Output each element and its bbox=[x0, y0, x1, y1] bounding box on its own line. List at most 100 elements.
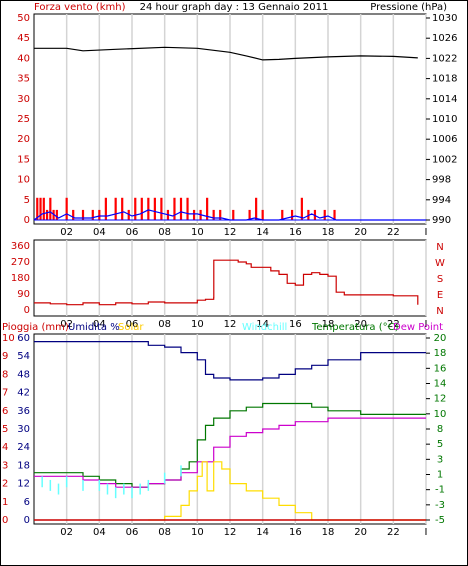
time-tick-label: 16 bbox=[289, 527, 302, 538]
legend-humidity: Umidita % bbox=[68, 322, 120, 333]
pressure-tick-label: 1018 bbox=[432, 74, 457, 85]
time-tick-label: 14 bbox=[256, 227, 269, 238]
temperature-tick-label: 12 bbox=[434, 394, 447, 405]
time-tick-label: 10 bbox=[191, 227, 204, 238]
pressure-tick-label: 1022 bbox=[432, 53, 457, 64]
wind-tick-label: 25 bbox=[17, 114, 30, 125]
panel3-series bbox=[34, 341, 426, 521]
chart-title: 24 hour graph day : 13 Gennaio 2011 bbox=[140, 2, 329, 13]
time-tick-label: 08 bbox=[158, 527, 171, 538]
pressure-tick-label: 1002 bbox=[432, 154, 457, 165]
time-tick-label: 14 bbox=[256, 527, 269, 538]
rain-tick-label: 3 bbox=[2, 460, 8, 471]
rain-tick-label: 0 bbox=[2, 515, 8, 526]
humidity-tick-label: 0 bbox=[24, 515, 30, 526]
time-tick-label: 22 bbox=[387, 319, 400, 330]
rain-tick-labels: 0 1 2 3 4 5 6 7 8 9 10 bbox=[2, 333, 15, 526]
temperature-tick-label: 18 bbox=[434, 348, 447, 359]
humidity-tick-label: 54 bbox=[17, 351, 30, 362]
rain-tick-label: 7 bbox=[2, 388, 8, 399]
panel2-time-labels: 02 04 06 08 10 12 14 16 18 20 22 I bbox=[60, 319, 427, 330]
legend-dewpoint: Dew Point bbox=[393, 322, 443, 333]
rain-tick-label: 10 bbox=[2, 333, 15, 344]
rain-tick-label: 8 bbox=[2, 369, 8, 380]
pressure-tick-label: 1006 bbox=[432, 134, 457, 145]
rain-tick-label: 2 bbox=[2, 479, 8, 490]
pressure-tick-label: 1030 bbox=[432, 13, 457, 24]
pressure-tick-label: 998 bbox=[432, 175, 451, 186]
temperature-line bbox=[34, 402, 426, 488]
temperature-tick-label: 20 bbox=[434, 333, 447, 344]
time-tick-label: 04 bbox=[93, 227, 106, 238]
panel1-grid bbox=[65, 14, 427, 224]
direction-tick-label: 360 bbox=[11, 241, 30, 252]
time-tick-label: 22 bbox=[387, 527, 400, 538]
time-tick-label: 02 bbox=[60, 527, 73, 538]
time-tick-label: 06 bbox=[126, 227, 139, 238]
time-tick-label: 04 bbox=[93, 319, 106, 330]
wind-tick-label: 0 bbox=[24, 215, 30, 226]
temperature-tick-label: 1 bbox=[437, 470, 443, 481]
time-tick-label: 04 bbox=[93, 527, 106, 538]
rain-tick-label: 5 bbox=[2, 424, 8, 435]
legend-temperature: Temperatura (°C) bbox=[311, 322, 399, 333]
humidity-tick-label: 18 bbox=[17, 460, 30, 471]
humidity-tick-label: 48 bbox=[17, 369, 30, 380]
time-tick-label: I bbox=[425, 319, 428, 330]
rain-tick-label: 6 bbox=[2, 406, 8, 417]
temperature-tick-label: 3 bbox=[437, 454, 443, 465]
legend-rain: Pioggia (mm) bbox=[2, 322, 69, 333]
panel1-series bbox=[33, 46, 426, 221]
time-tick-label: 12 bbox=[224, 227, 237, 238]
wind-tick-label: 45 bbox=[17, 33, 30, 44]
time-tick-label: 06 bbox=[126, 319, 139, 330]
panel1-time-labels: 02 04 06 08 10 12 14 16 18 20 22 I bbox=[60, 227, 427, 238]
rain-tick-label: 9 bbox=[2, 351, 8, 362]
humidity-tick-label: 42 bbox=[17, 388, 30, 399]
wind-direction-line bbox=[34, 259, 419, 306]
temperature-tick-label: 8 bbox=[437, 424, 443, 435]
time-tick-label: 16 bbox=[289, 319, 302, 330]
panel3-time-labels: 02 04 06 08 10 12 14 16 18 20 22 I bbox=[60, 527, 427, 538]
legend-solar: Solar bbox=[118, 322, 144, 333]
time-tick-label: 02 bbox=[60, 319, 73, 330]
time-tick-label: 20 bbox=[354, 227, 367, 238]
compass-letter: E bbox=[437, 290, 443, 301]
wind-average-line bbox=[33, 209, 426, 221]
pressure-tick-label: 990 bbox=[432, 215, 451, 226]
compass-letter: W bbox=[435, 258, 445, 269]
time-tick-label: 20 bbox=[354, 527, 367, 538]
rain-tick-label: 4 bbox=[2, 442, 8, 453]
temperature-tick-label: -1 bbox=[435, 485, 445, 496]
wind-tick-label: 20 bbox=[17, 134, 30, 145]
temperature-tick-labels: -5 -3 -1 1 3 5 8 10 12 14 16 18 20 bbox=[426, 333, 446, 526]
humidity-tick-labels: 0 6 12 18 24 30 36 42 48 54 60 bbox=[17, 333, 30, 526]
humidity-tick-label: 12 bbox=[17, 479, 30, 490]
compass-letter: S bbox=[437, 274, 443, 285]
rain-tick-label: 1 bbox=[2, 497, 8, 508]
wind-axis-label: Forza vento (kmh) bbox=[34, 2, 126, 13]
time-tick-label: 18 bbox=[322, 227, 335, 238]
time-tick-label: 02 bbox=[60, 227, 73, 238]
compass-letter: N bbox=[436, 306, 443, 317]
dewpoint-line bbox=[34, 417, 426, 488]
temperature-tick-label: -5 bbox=[435, 515, 445, 526]
solar-line bbox=[148, 461, 426, 521]
time-tick-label: 18 bbox=[322, 527, 335, 538]
direction-tick-label: 270 bbox=[11, 257, 30, 268]
time-tick-label: 10 bbox=[191, 319, 204, 330]
time-tick-label: I bbox=[425, 527, 428, 538]
panel-rain-humidity-temp: Pioggia (mm) Umidita % Solar Windchill T… bbox=[2, 322, 446, 538]
wind-tick-label: 50 bbox=[17, 13, 30, 24]
time-tick-label: 18 bbox=[322, 319, 335, 330]
panel3-grid bbox=[65, 334, 427, 524]
temperature-tick-label: 16 bbox=[434, 363, 447, 374]
humidity-tick-label: 6 bbox=[24, 497, 30, 508]
time-tick-label: 08 bbox=[158, 319, 171, 330]
time-tick-label: 06 bbox=[126, 527, 139, 538]
time-tick-label: 22 bbox=[387, 227, 400, 238]
time-tick-label: 16 bbox=[289, 227, 302, 238]
